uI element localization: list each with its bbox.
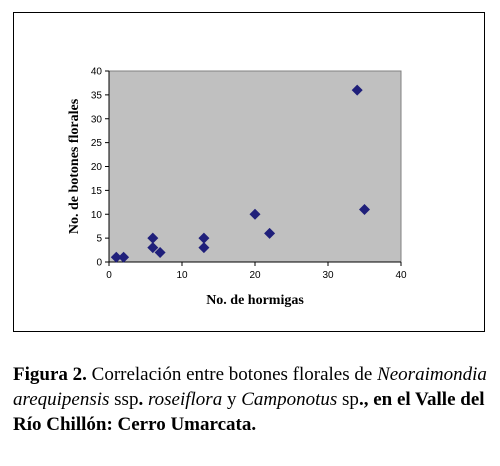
- x-tick-label: 20: [249, 270, 261, 281]
- scatter-chart: 0 5 10 15 20 25 30 35 40 0 10 20 30 40 No. de hormig…: [67, 67, 407, 309]
- data-point-marker: [118, 251, 130, 263]
- caption-text: y: [222, 389, 242, 410]
- y-tick-label: 40: [91, 67, 103, 78]
- x-axis-title: No. de hormigas: [206, 293, 304, 308]
- data-point-marker: [264, 227, 276, 239]
- caption-text: ., en el Valle del Río Chillón: Cerro Um…: [13, 389, 485, 435]
- y-tick-label: 35: [91, 90, 103, 101]
- caption-text: ssp: [109, 389, 139, 410]
- caption-text: Correlación entre botones florales de: [86, 364, 378, 385]
- data-point-marker: [351, 84, 363, 96]
- x-tick-label: 0: [106, 270, 112, 281]
- y-tick-label: 15: [91, 186, 103, 197]
- chart-frame: 0 5 10 15 20 25 30 35 40 0 10 20 30 40 No. de hormig…: [13, 12, 485, 332]
- data-point-marker: [198, 232, 210, 244]
- caption-species: roseiflora: [147, 389, 223, 410]
- caption-species: Camponotus: [241, 389, 338, 410]
- x-tick-label: 30: [322, 270, 334, 281]
- data-point-marker: [147, 242, 159, 254]
- data-point-marker: [249, 208, 261, 220]
- figure-caption: Figura 2. Correlación entre botones flor…: [13, 362, 488, 437]
- x-tick-label: 40: [395, 270, 407, 281]
- y-tick-label: 0: [96, 258, 102, 269]
- caption-text: sp: [337, 389, 359, 410]
- y-tick-label: 10: [91, 210, 103, 221]
- plot-area: [108, 70, 402, 263]
- data-point-marker: [359, 203, 370, 215]
- caption-label: Figura 2.: [13, 364, 87, 385]
- caption-species: Neoraimondia arequipensis: [13, 364, 487, 410]
- data-point-marker: [154, 246, 166, 258]
- data-point-marker: [110, 251, 122, 263]
- y-tick-label: 30: [91, 114, 103, 125]
- data-point-marker: [147, 232, 159, 244]
- caption-text: .: [138, 389, 148, 410]
- data-point-marker: [198, 242, 210, 254]
- y-tick-label: 20: [91, 162, 103, 173]
- y-tick-label: 5: [96, 234, 102, 245]
- x-tick-label: 10: [176, 270, 188, 281]
- y-tick-label: 25: [91, 138, 103, 149]
- y-axis-title: No. de botones florales: [67, 98, 82, 234]
